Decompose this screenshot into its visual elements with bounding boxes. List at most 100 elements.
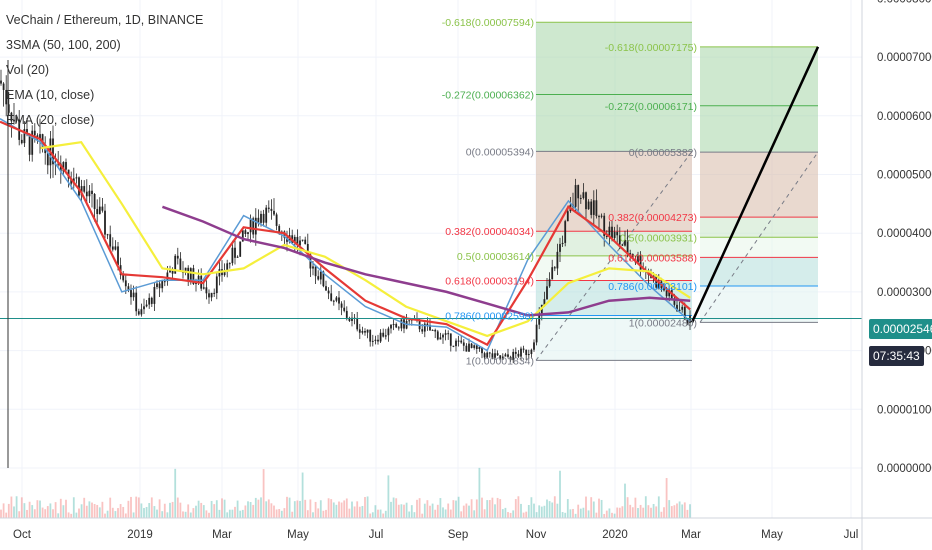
candle-body bbox=[213, 292, 216, 294]
candle-body bbox=[244, 230, 247, 234]
volume-bar bbox=[322, 510, 325, 518]
candle-body bbox=[553, 267, 556, 269]
volume-bar bbox=[686, 509, 689, 518]
volume-bar bbox=[634, 497, 637, 518]
volume-bar bbox=[525, 511, 528, 518]
fib-zone bbox=[700, 152, 818, 218]
volume-bar bbox=[314, 501, 317, 518]
candle-body bbox=[46, 153, 49, 166]
candle-body bbox=[338, 297, 340, 304]
candle-body bbox=[369, 329, 372, 342]
volume-bar bbox=[689, 504, 691, 518]
volume-bar bbox=[145, 506, 148, 518]
volume-bar bbox=[621, 506, 624, 518]
candle-body bbox=[421, 329, 424, 332]
candle-body bbox=[96, 209, 99, 214]
legend-title[interactable]: VeChain / Ethereum, 1D, BINANCE bbox=[6, 13, 204, 27]
volume-bar bbox=[291, 511, 294, 518]
volume-bar bbox=[413, 512, 416, 518]
candle-body bbox=[130, 290, 132, 298]
volume-bar bbox=[512, 510, 515, 518]
fib-level-label: 0.382(0.00004034) bbox=[445, 226, 534, 238]
volume-bar bbox=[348, 508, 351, 518]
volume-bar bbox=[306, 510, 309, 518]
volume-bar bbox=[475, 499, 478, 518]
candle-body bbox=[608, 226, 611, 237]
volume-bar bbox=[304, 499, 307, 518]
volume-bar bbox=[663, 507, 665, 518]
candle-body bbox=[83, 186, 86, 192]
volume-bar bbox=[533, 503, 535, 518]
volume-bar bbox=[13, 506, 15, 518]
fib-zone bbox=[536, 22, 692, 95]
volume-bar bbox=[234, 506, 236, 518]
volume-bar bbox=[556, 503, 559, 518]
time-tick: May bbox=[287, 529, 309, 541]
candle-body bbox=[33, 130, 36, 136]
volume-bar bbox=[288, 497, 291, 518]
candle-body bbox=[260, 213, 262, 223]
candle-body bbox=[226, 263, 229, 272]
legend-ema20[interactable]: EMA (20, close) bbox=[6, 113, 95, 127]
volume-bar bbox=[473, 510, 476, 518]
volume-bar bbox=[174, 468, 177, 518]
fib-level-label: -0.618(0.00007175) bbox=[605, 42, 697, 54]
volume-bar bbox=[293, 501, 296, 518]
candle-body bbox=[257, 217, 260, 223]
candle-body bbox=[296, 236, 299, 246]
candle-body bbox=[429, 325, 431, 331]
candle-body bbox=[28, 133, 31, 155]
volume-bar bbox=[369, 513, 372, 518]
candle-body bbox=[236, 256, 239, 258]
volume-bar bbox=[665, 478, 668, 518]
fib-level-label: 0.618(0.00003194) bbox=[445, 276, 534, 288]
candle-body bbox=[621, 244, 624, 246]
candle-body bbox=[174, 255, 177, 274]
volume-bar bbox=[215, 500, 218, 518]
volume-bar bbox=[49, 503, 52, 518]
volume-bar bbox=[5, 512, 8, 518]
candle-body bbox=[618, 235, 621, 245]
candle-body bbox=[527, 354, 530, 356]
volume-bar bbox=[244, 505, 247, 518]
candle-body bbox=[111, 246, 114, 250]
legend-sma[interactable]: 3SMA (50, 100, 200) bbox=[6, 38, 121, 52]
volume-bar bbox=[436, 504, 439, 518]
volume-bar bbox=[20, 497, 23, 518]
volume-bar bbox=[171, 501, 174, 518]
volume-bar bbox=[650, 507, 652, 518]
volume-bar bbox=[465, 503, 468, 518]
fib-level-label: -0.272(0.00006171) bbox=[605, 101, 697, 113]
candle-body bbox=[478, 347, 481, 350]
volume-bar bbox=[574, 513, 577, 518]
volume-bar bbox=[670, 506, 673, 518]
fib-level-label: -0.272(0.00006362) bbox=[442, 90, 534, 102]
candle-body bbox=[488, 352, 491, 354]
volume-bar bbox=[166, 512, 169, 518]
legend-volume[interactable]: Vol (20) bbox=[6, 63, 50, 77]
volume-bar bbox=[93, 504, 96, 518]
fib-level-label: -0.618(0.00007594) bbox=[442, 17, 534, 29]
candle-body bbox=[436, 331, 439, 340]
candle-body bbox=[187, 267, 190, 282]
volume-bar bbox=[223, 499, 226, 518]
volume-bar bbox=[150, 497, 153, 518]
legend-ema10[interactable]: EMA (10, close) bbox=[6, 88, 95, 102]
fib-zone bbox=[700, 257, 818, 286]
volume-bar bbox=[616, 507, 619, 518]
volume-bar bbox=[468, 505, 470, 518]
candle-body bbox=[163, 281, 166, 283]
volume-bar bbox=[163, 503, 166, 518]
candle-body bbox=[431, 329, 434, 331]
candle-body bbox=[579, 197, 582, 199]
fib-level-label: 0.5(0.00003614) bbox=[457, 251, 534, 263]
volume-bar bbox=[644, 496, 647, 518]
volume-bar bbox=[312, 512, 314, 518]
volume-bar bbox=[358, 506, 361, 518]
candle-body bbox=[345, 310, 348, 318]
candle-body bbox=[210, 292, 213, 298]
volume-bar bbox=[629, 504, 632, 518]
candle-body bbox=[624, 239, 626, 246]
candle-body bbox=[663, 288, 665, 291]
